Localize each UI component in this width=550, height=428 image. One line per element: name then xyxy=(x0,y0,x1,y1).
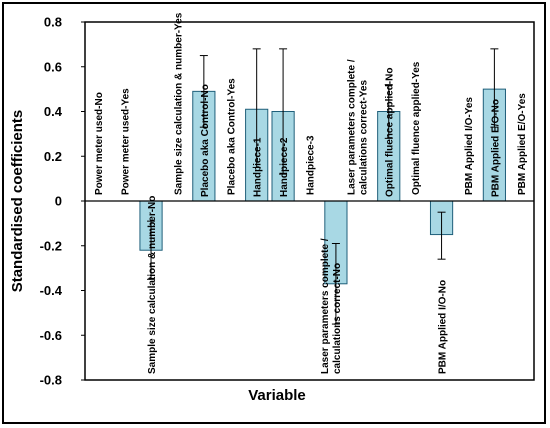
category-label: Handpiece-2 xyxy=(279,137,290,197)
y-axis-title: Standardised coefficients xyxy=(9,110,26,293)
category-label-group: Placebo aka Control-No xyxy=(200,84,211,197)
y-tick-label: 0.6 xyxy=(44,59,62,74)
x-axis-title: Variable xyxy=(248,387,306,404)
y-tick-label: 0.2 xyxy=(44,149,62,164)
category-label-group: Laser parameters complete / calculations … xyxy=(320,238,343,374)
category-label-line: calculations correct-No xyxy=(332,263,343,374)
category-label-group: Laser parameters complete / calculations … xyxy=(346,59,369,195)
category-label: Handpiece-1 xyxy=(253,137,264,197)
category-label-group: Handpiece-1 xyxy=(253,137,264,197)
category-label-group: PBM Applied E/O-Yes xyxy=(517,93,528,195)
error-bars xyxy=(147,48,499,325)
y-tick-label: 0.8 xyxy=(44,15,62,30)
category-label-line: Laser parameters complete / xyxy=(320,238,331,374)
category-label: PBM Applied E/O-No xyxy=(490,99,501,197)
category-label-group: Optimal fluence applied-No xyxy=(385,68,396,197)
category-label-group: Power meter used-No xyxy=(94,92,105,195)
category-label: Sample size calculation & number-No xyxy=(147,196,158,374)
category-label-group: Handpiece-2 xyxy=(279,137,290,197)
category-label-group: PBM Applied E/O-No xyxy=(490,99,501,197)
category-label: Power meter used-No xyxy=(94,92,105,195)
category-label-group: Sample size calculation & number-No xyxy=(147,196,158,374)
category-label-group: Placebo aka Control-Yes xyxy=(226,78,237,195)
category-label-line: Laser parameters complete / xyxy=(346,59,357,195)
chart-frame xyxy=(2,2,546,424)
category-label: PBM Applied E/O-Yes xyxy=(517,93,528,195)
category-label: Placebo aka Control-Yes xyxy=(226,78,237,195)
category-label-group: Handpiece-3 xyxy=(306,135,317,195)
category-label-group: PBM Applied I/O-Yes xyxy=(464,97,475,195)
category-label: Handpiece-3 xyxy=(306,135,317,195)
category-label: PBM Applied I/O-Yes xyxy=(464,97,475,195)
category-label-group: Sample size calculation & number-Yes xyxy=(173,12,184,195)
category-labels: Power meter used-No Power meter used-Yes S… xyxy=(94,12,528,374)
y-tick-label: 0 xyxy=(55,194,62,209)
y-ticks: 0.8 0.6 0.4 0.2 0 -0.2 -0.4 -0.6 -0.8 xyxy=(40,15,85,388)
category-label: Sample size calculation & number-Yes xyxy=(173,12,184,195)
category-label-group: PBM Applied I/O-No xyxy=(438,280,449,374)
category-label: Placebo aka Control-No xyxy=(200,84,211,197)
category-label: Power meter used-Yes xyxy=(121,88,132,195)
category-label: PBM Applied I/O-No xyxy=(438,280,449,374)
category-label: Optimal fluence applied-No xyxy=(385,68,396,197)
y-tick-label: -0.6 xyxy=(40,328,62,343)
y-tick-label: -0.8 xyxy=(40,373,62,388)
category-label: Optimal fluence applied-Yes xyxy=(411,61,422,195)
y-tick-label: -0.2 xyxy=(40,238,62,253)
y-tick-label: -0.4 xyxy=(40,283,63,298)
category-label-line: calculations correct-Yes xyxy=(358,80,369,195)
category-label-group: Optimal fluence applied-Yes xyxy=(411,61,422,195)
y-tick-label: 0.4 xyxy=(44,104,63,119)
category-label-group: Power meter used-Yes xyxy=(121,88,132,195)
